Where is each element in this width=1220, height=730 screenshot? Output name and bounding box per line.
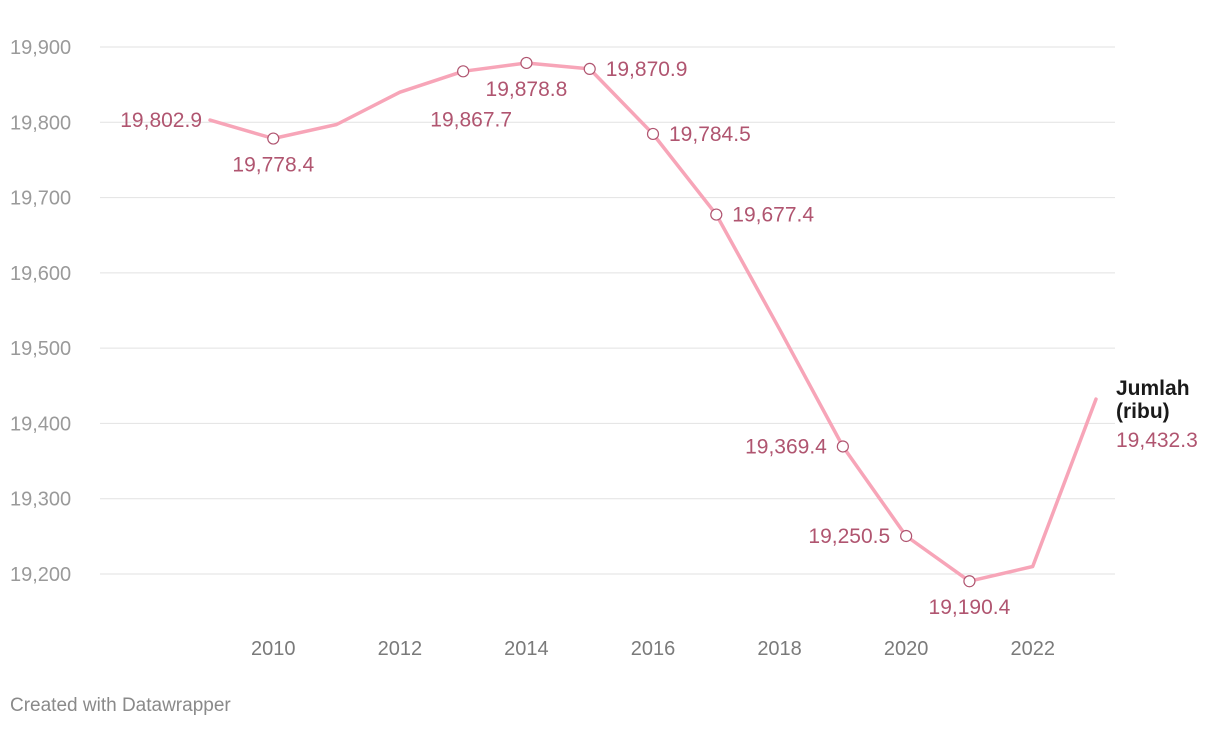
data-label: 19,878.8 [486,78,568,101]
series-name-label: (ribu) [1116,400,1170,423]
data-point-marker[interactable] [963,575,976,588]
data-point-marker[interactable] [457,65,470,78]
x-tick-label: 2010 [251,638,296,660]
data-point-marker[interactable] [520,56,533,70]
data-point-marker[interactable] [900,529,913,543]
series-name-label: Jumlah [1116,377,1190,400]
y-tick-label: 19,300 [10,489,71,511]
x-tick-label: 2022 [1010,638,1055,660]
x-tick-label: 2012 [378,638,423,660]
y-tick-label: 19,500 [10,338,71,360]
y-tick-label: 19,400 [10,413,71,435]
data-point-marker[interactable] [267,132,280,145]
data-point-marker[interactable] [646,127,660,141]
x-tick-label: 2018 [757,638,802,660]
x-tick-label: 2014 [504,638,549,660]
data-label: 19,784.5 [669,123,751,146]
data-label: 19,369.4 [745,435,827,458]
y-tick-label: 19,800 [10,112,71,134]
data-point-marker[interactable] [583,62,596,76]
data-label: 19,677.4 [732,204,814,227]
line-chart: 19,200 19,300 19,400 19,500 19,600 19,700 19,8… [10,37,1198,660]
data-point-marker[interactable] [836,440,849,453]
x-tick-label: 2020 [884,638,929,660]
data-label: 19,802.9 [120,109,202,132]
y-tick-label: 19,700 [10,188,71,210]
series-line [208,61,1098,583]
data-label: 19,190.4 [929,596,1011,619]
data-label: 19,867.7 [430,108,512,131]
data-label: 19,870.9 [606,58,688,81]
y-tick-label: 19,600 [10,263,71,285]
datawrapper-credit: Created with Datawrapper [10,695,231,716]
data-label: 19,432.3 [1116,429,1198,452]
data-label: 19,250.5 [808,525,890,548]
y-tick-label: 19,200 [10,564,71,586]
data-label: 19,778.4 [232,154,314,177]
data-point-marker[interactable] [710,208,723,221]
y-tick-label: 19,900 [10,37,71,59]
x-tick-label: 2016 [631,638,676,660]
